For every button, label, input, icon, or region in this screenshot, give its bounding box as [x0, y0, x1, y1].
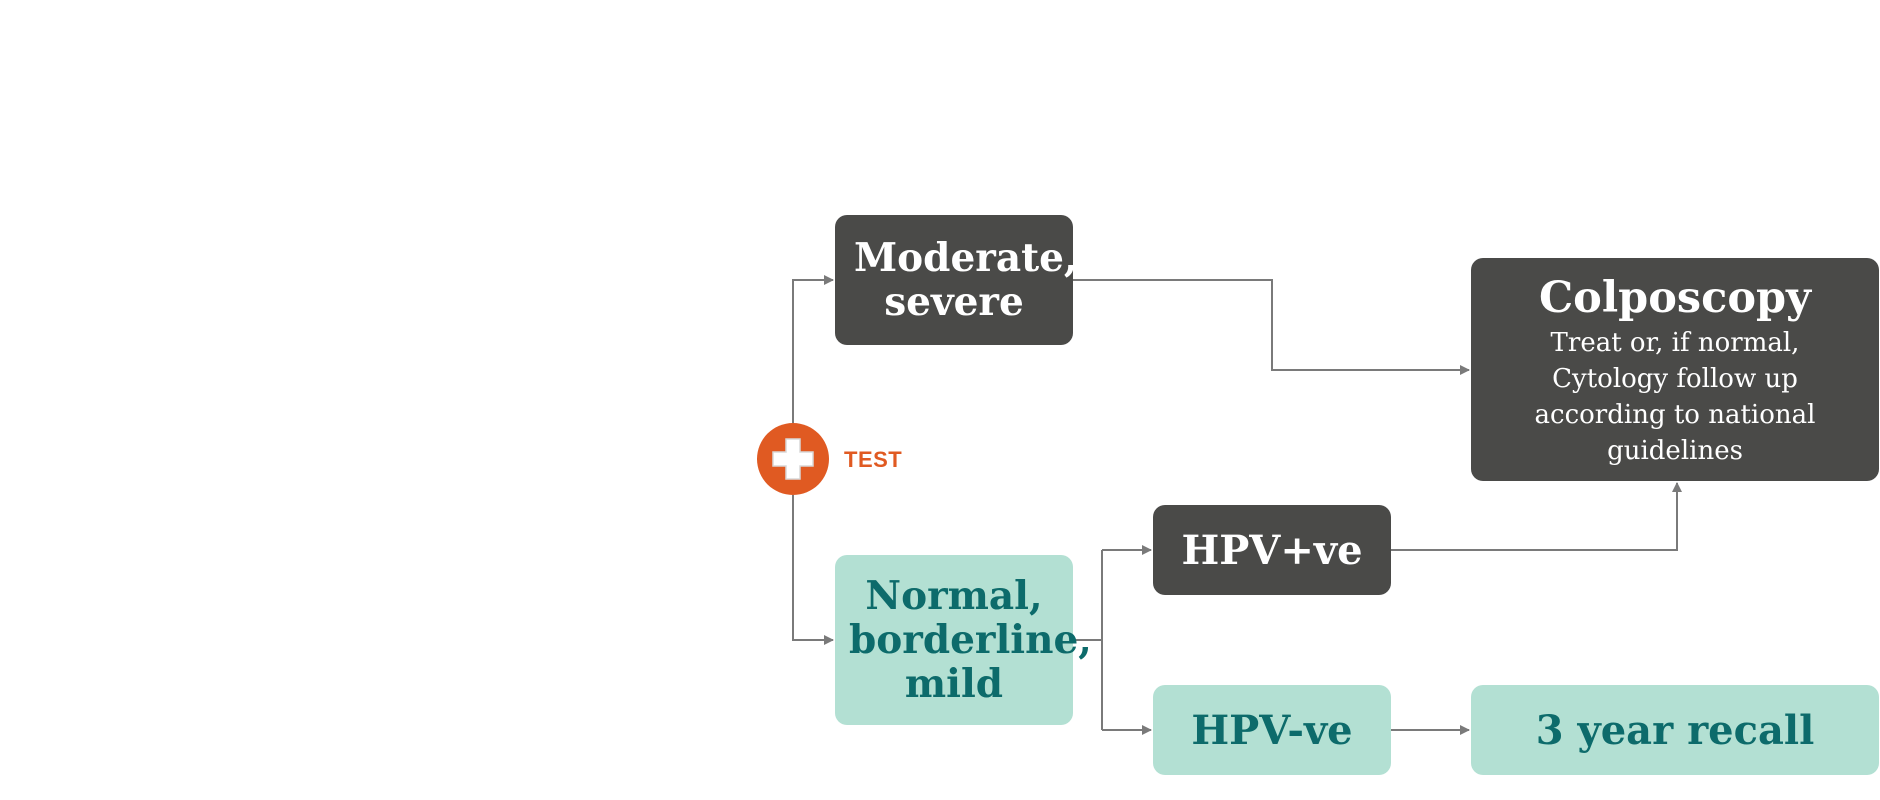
- normal-borderline-mild-box: Normal, borderline, mild: [835, 555, 1092, 725]
- hpv-positive-box: HPV+ve: [1153, 505, 1391, 595]
- test-badge: [757, 423, 829, 495]
- test-label: TEST: [844, 447, 903, 472]
- hpv-negative-label: HPV-ve: [1191, 706, 1353, 754]
- plus-icon: [772, 438, 814, 480]
- three-year-recall-box: 3 year recall: [1471, 685, 1879, 775]
- hpv-positive-label: HPV+ve: [1181, 526, 1363, 574]
- hpv-negative-box: HPV-ve: [1153, 685, 1391, 775]
- connector-test-to-moderate: [792, 275, 834, 423]
- connector-moderate-to-colposcopy: [1073, 279, 1470, 375]
- colposcopy-box: Colposcopy Treat or, if normal, Cytology…: [1471, 258, 1879, 481]
- normal-borderline-mild-label: Normal, borderline, mild: [849, 573, 1092, 707]
- connector-hpv-positive-to-colposcopy: [1391, 482, 1682, 551]
- colposcopy-title: Colposcopy: [1538, 272, 1812, 323]
- moderate-severe-label: Moderate, severe: [854, 235, 1078, 325]
- moderate-severe-box: Moderate, severe: [835, 215, 1078, 345]
- connector-test-to-normal: [792, 495, 834, 645]
- three-year-recall-label: 3 year recall: [1535, 706, 1815, 754]
- colposcopy-description: Treat or, if normal, Cytology follow up …: [1534, 327, 1816, 466]
